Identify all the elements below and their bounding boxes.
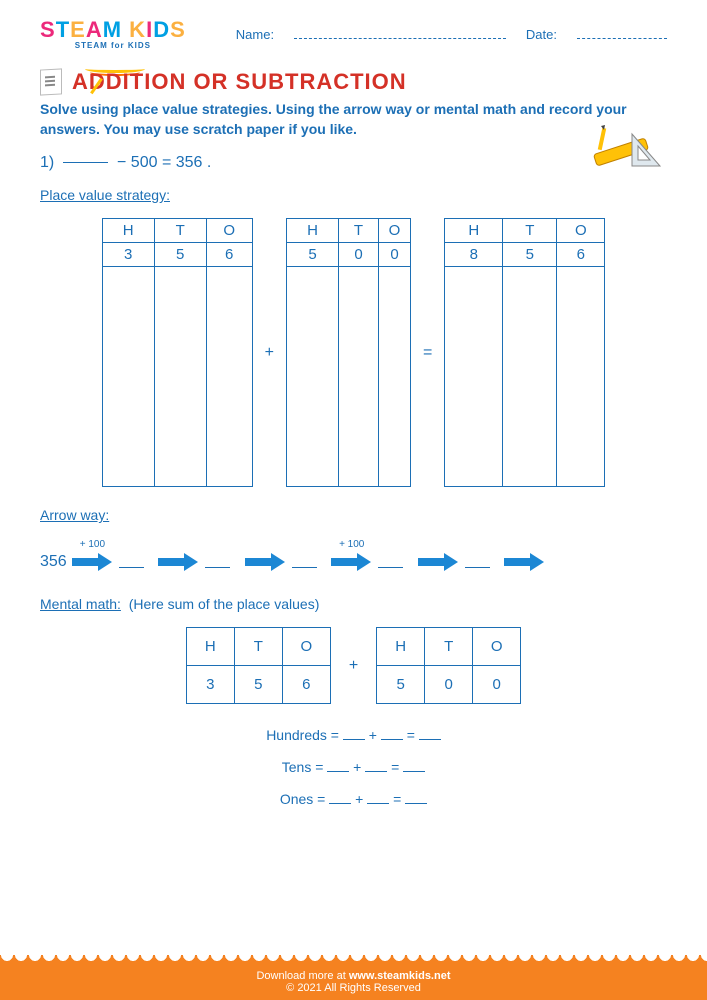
arrow-icon: + 100 xyxy=(331,553,373,571)
footer-copyright: © 2021 All Rights Reserved xyxy=(0,982,707,994)
arrow-blank[interactable] xyxy=(205,556,230,568)
arrow-blank[interactable] xyxy=(119,556,144,568)
answer-blank[interactable] xyxy=(63,162,108,163)
paper-icon xyxy=(40,68,62,95)
arrow-icon xyxy=(418,553,460,571)
logo-subtitle: STEAM for KIDS xyxy=(40,42,186,49)
place-value-tables: HTO356 + HTO500 = HTO856 xyxy=(0,218,707,487)
arrow-blank[interactable] xyxy=(465,556,490,568)
mm-table-2: HTO500 xyxy=(376,627,521,704)
mental-math-tables: HTO356 + HTO500 xyxy=(0,627,707,719)
mm-equation-line: Hundreds = + = xyxy=(0,719,707,751)
arrow-blank[interactable] xyxy=(292,556,317,568)
page-footer: Download more at www.steamkids.net © 202… xyxy=(0,962,707,1000)
mm-equation-line: Tens = + = xyxy=(0,751,707,783)
name-label: Name: xyxy=(236,27,274,42)
mm-equation-line: Ones = + = xyxy=(0,783,707,815)
section-mental-math: Mental math: (Here sum of the place valu… xyxy=(0,586,707,627)
section-arrow-way: Arrow way: xyxy=(0,487,707,538)
worksheet-title: ADDITION OR SUBTRACTION xyxy=(72,69,407,95)
footer-site: www.steamkids.net xyxy=(349,970,451,982)
equals-operator: = xyxy=(423,344,432,362)
mental-math-lines: Hundreds = + = Tens = + = Ones = + = xyxy=(0,719,707,815)
name-input-line[interactable] xyxy=(294,27,506,39)
date-input-line[interactable] xyxy=(577,27,667,39)
date-label: Date: xyxy=(526,27,557,42)
section-place-value: Place value strategy: xyxy=(0,177,707,218)
arrow-blank[interactable] xyxy=(378,556,403,568)
title-row: ADDITION OR SUBTRACTION xyxy=(0,59,707,100)
name-date-row: Name: Date: xyxy=(236,27,667,42)
mm-plus-operator: + xyxy=(349,657,358,675)
problem-number: 1) xyxy=(40,154,54,171)
mm-table-1: HTO356 xyxy=(186,627,331,704)
pv-table-3: HTO856 xyxy=(444,218,605,487)
page-header: STEAM KIDS STEAM for KIDS Name: Date: xyxy=(0,0,707,59)
footer-text: Download more at xyxy=(256,970,348,982)
arrow-start-value: 356 xyxy=(40,553,67,571)
plus-operator: + xyxy=(265,344,274,362)
problem-expression: − 500 = 356 . xyxy=(117,154,211,171)
arrow-way-row: 356 + 100 + 100 xyxy=(0,538,707,586)
arrow-icon xyxy=(245,553,287,571)
arrow-icon xyxy=(504,553,546,571)
arrow-icon xyxy=(158,553,200,571)
pv-table-2: HTO500 xyxy=(286,218,411,487)
pv-table-1: HTO356 xyxy=(102,218,253,487)
logo: STEAM KIDS STEAM for KIDS xyxy=(40,20,186,49)
ruler-triangle-icon xyxy=(592,124,662,179)
arrow-icon: + 100 xyxy=(72,553,114,571)
